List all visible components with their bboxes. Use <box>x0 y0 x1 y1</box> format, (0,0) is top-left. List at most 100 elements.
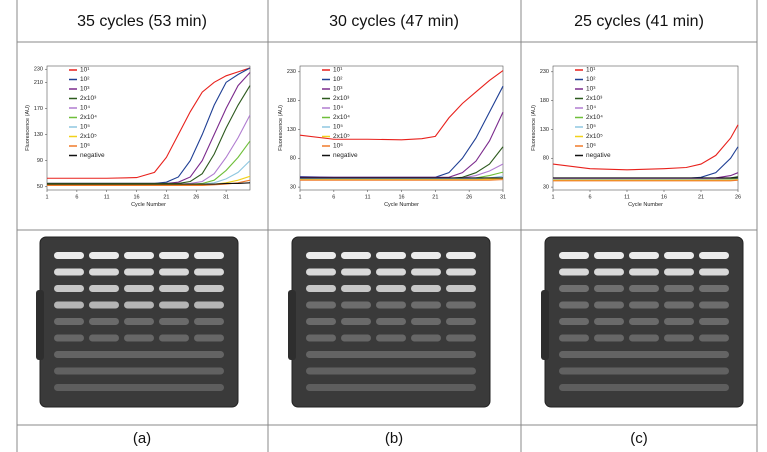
legend-label: 10³ <box>586 86 596 93</box>
data-line <box>553 172 739 180</box>
x-tick-label: 21 <box>163 194 169 200</box>
gel-well <box>559 285 589 292</box>
data-line <box>553 177 739 180</box>
x-tick-label: 31 <box>500 194 506 200</box>
gel-well <box>594 268 624 276</box>
legend-label: 10⁶ <box>80 143 90 150</box>
gel-well <box>89 318 119 325</box>
gel-well <box>54 318 84 325</box>
chip-edge <box>541 290 549 360</box>
x-tick-label: 11 <box>624 194 630 200</box>
data-line <box>47 67 251 179</box>
gel-well <box>411 285 441 292</box>
gel-well <box>124 334 154 342</box>
gel-well <box>341 318 371 325</box>
gel-well <box>411 318 441 325</box>
data-line <box>300 177 504 181</box>
gel-well <box>54 268 84 276</box>
x-tick-label: 6 <box>332 194 335 200</box>
gel-well <box>446 334 476 342</box>
y-tick-label: 80 <box>290 156 296 162</box>
gel-well <box>306 268 336 276</box>
y-tick-label: 30 <box>290 185 296 191</box>
x-axis-label: Cycle Number <box>628 202 663 208</box>
gel-well <box>194 252 224 259</box>
legend-label: 10⁴ <box>80 105 90 112</box>
y-axis-label: Fluorescence (AU) <box>278 105 284 151</box>
gel-well <box>629 334 659 342</box>
x-tick-label: 21 <box>698 194 704 200</box>
legend-label: 2x10⁵ <box>333 133 350 140</box>
gel-well <box>376 318 406 325</box>
y-axis-label: Fluorescence (AU) <box>25 105 31 151</box>
x-axis-label: Cycle Number <box>384 202 419 208</box>
data-line <box>47 179 251 186</box>
gel-well <box>306 285 336 292</box>
y-tick-label: 210 <box>34 80 43 86</box>
gel-well <box>124 268 154 276</box>
data-line <box>47 85 251 185</box>
data-line <box>552 124 739 171</box>
gel-well <box>629 301 659 309</box>
x-tick-label: 31 <box>223 194 229 200</box>
x-tick-label: 11 <box>104 194 110 200</box>
gel-well <box>664 334 694 342</box>
gel-well <box>559 252 589 259</box>
gel-well <box>629 285 659 292</box>
gel-well <box>341 334 371 342</box>
legend-label: 2x10⁴ <box>80 114 97 121</box>
chip-edge <box>288 290 296 360</box>
legend-label: 10⁴ <box>586 105 596 112</box>
legend-label: 10² <box>333 76 343 83</box>
gel-well <box>594 334 624 342</box>
chip-edge <box>36 290 44 360</box>
legend-label: 10¹ <box>80 67 90 74</box>
gel-well <box>89 268 119 276</box>
gel-well <box>411 268 441 276</box>
gel-well <box>159 301 189 309</box>
data-line <box>300 111 504 178</box>
gel-well <box>411 252 441 259</box>
gel-well <box>341 268 371 276</box>
y-tick-label: 180 <box>540 98 549 104</box>
data-line <box>300 163 504 180</box>
gel-well <box>306 318 336 325</box>
y-tick-label: 80 <box>543 156 549 162</box>
gel-well <box>54 334 84 342</box>
gel-well <box>594 285 624 292</box>
data-line <box>300 175 504 180</box>
x-tick-label: 11 <box>365 194 371 200</box>
gel-channel <box>559 367 729 375</box>
legend-label: 2x10³ <box>586 95 603 102</box>
gel-well <box>376 285 406 292</box>
plot-frame <box>46 65 251 191</box>
data-line <box>47 182 251 185</box>
gel-well <box>341 301 371 309</box>
column-header: 30 cycles (47 min) <box>329 13 459 30</box>
gel-well <box>629 252 659 259</box>
gel-well <box>699 285 729 292</box>
y-tick-label: 90 <box>37 158 43 164</box>
y-tick-label: 30 <box>543 185 549 191</box>
gel-well <box>411 301 441 309</box>
gel-well <box>594 301 624 309</box>
legend-label: 10¹ <box>586 67 596 74</box>
y-tick-label: 230 <box>34 67 43 73</box>
gel-channel <box>54 367 224 375</box>
x-axis-label: Cycle Number <box>131 202 166 208</box>
legend-label: 2x10⁵ <box>80 133 97 140</box>
gel-channel <box>559 384 729 391</box>
legend-label: 10² <box>80 76 90 83</box>
gel-well <box>159 268 189 276</box>
legend-label: 10³ <box>333 86 343 93</box>
legend-label: 10³ <box>80 86 90 93</box>
gel-well <box>664 268 694 276</box>
gel-well <box>89 334 119 342</box>
data-line <box>300 179 504 181</box>
x-tick-label: 21 <box>432 194 438 200</box>
gel-well <box>54 285 84 292</box>
gel-well <box>124 301 154 309</box>
gel-well <box>664 285 694 292</box>
gel-well <box>699 268 729 276</box>
gel-well <box>54 301 84 309</box>
